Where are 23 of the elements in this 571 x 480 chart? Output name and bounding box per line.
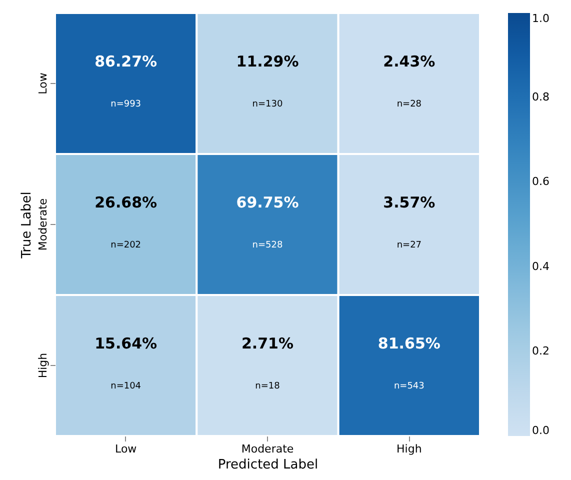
color-bar-label: 0.2 [532, 344, 550, 358]
y-axis-title: True Label [20, 192, 34, 260]
color-bar-label: 0.0 [532, 424, 550, 437]
y-tick-label: High [36, 352, 50, 378]
x-axis-title: Predicted Label [218, 458, 318, 472]
y-tick-label: Moderate [36, 198, 50, 251]
text: 81.65% n=543 [378, 334, 440, 392]
text: 3.57% n=27 [383, 194, 436, 250]
color-bar-label: 1.0 [532, 12, 550, 25]
text: 69.75% n=528 [236, 194, 299, 250]
y-tick-label: Low [36, 72, 50, 94]
text: 2.43% n=28 [383, 52, 436, 110]
text: 26.68% n=202 [94, 194, 158, 250]
x-tick-label: Low [114, 442, 137, 456]
color-bar-label: 0.4 [532, 260, 550, 273]
x-tick-label: Moderate [241, 442, 294, 456]
color-bar-label: 0.8 [532, 90, 550, 104]
color-bar-label: 0.6 [532, 175, 550, 188]
text: 15.64% n=104 [94, 334, 158, 392]
text: 11.29% n=130 [236, 52, 299, 110]
text: 86.27% n=993 [94, 52, 158, 110]
text: 2.71% n=18 [241, 334, 294, 392]
x-tick-label: High [396, 442, 422, 456]
